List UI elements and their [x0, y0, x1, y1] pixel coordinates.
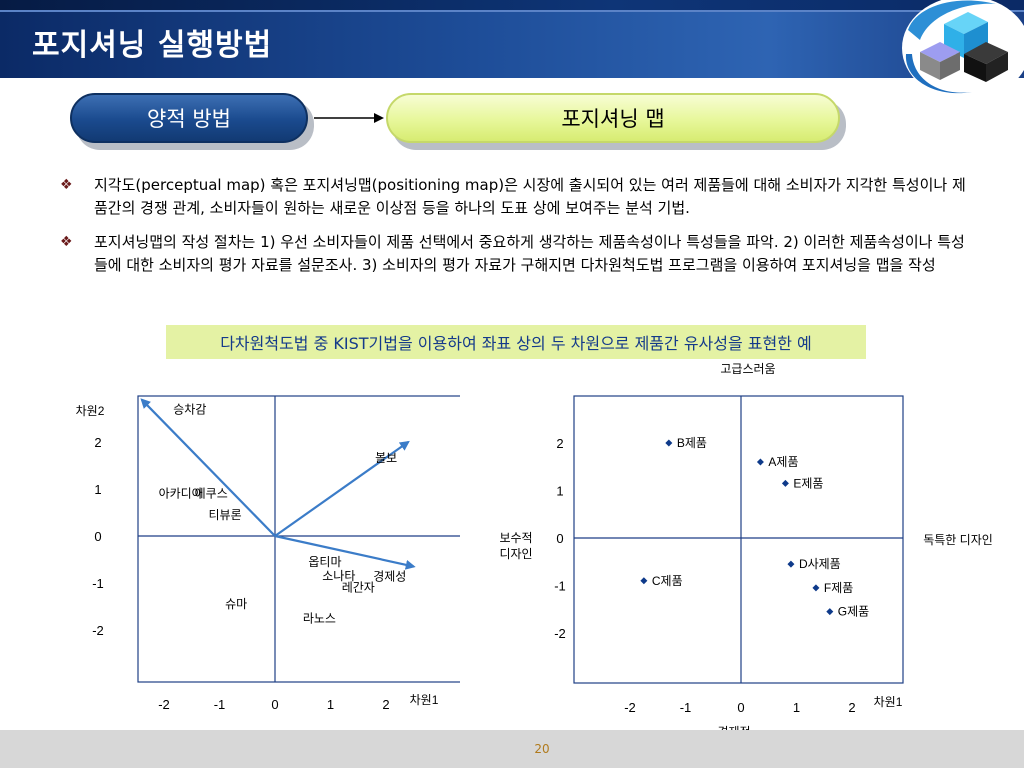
point-label: F제품: [824, 581, 853, 595]
top-axis-label: 고급스러움: [720, 362, 775, 376]
diamond-marker: [787, 560, 795, 568]
page-title: 포지셔닝 실행방법: [32, 28, 273, 63]
point-label: B제품: [677, 436, 707, 450]
x-tick-label: -1: [680, 700, 692, 715]
bullet-text: 포지셔닝맵의 작성 절차는 1) 우선 소비자들이 제품 선택에서 중요하게 생…: [94, 233, 965, 274]
x-tick-label: 0: [271, 697, 278, 712]
x-axis-title: 차원1: [874, 695, 903, 709]
x-tick-label: 1: [327, 697, 334, 712]
perceptual-map-products: 210-1-2-2-1012차원1고급스러움경제적독특한 디자인보수적디자인B제…: [499, 362, 993, 739]
flow-right-label: 포지셔닝 맵: [386, 93, 840, 143]
x-tick-label: -2: [624, 700, 636, 715]
vector-label: 볼보: [375, 451, 397, 465]
vector-arrow: [274, 534, 416, 570]
point-label: 라노스: [303, 611, 336, 625]
point-label: A제품: [768, 455, 798, 469]
vector-arrow: [140, 398, 276, 537]
left-axis-label: 디자인: [499, 547, 532, 561]
point-label: 옵티마: [308, 555, 341, 569]
vector-label: 경제성: [373, 570, 406, 584]
y-tick-label: 2: [94, 435, 101, 450]
diamond-marker: [665, 439, 673, 447]
point-label: 소나타: [322, 569, 355, 583]
flow-arrow: [314, 113, 384, 123]
vector-arrow: [274, 440, 410, 537]
diamond-bullet-icon: ❖: [60, 234, 73, 250]
y-tick-label: 0: [556, 531, 563, 546]
x-axis-title: 차원1: [410, 693, 439, 707]
y-tick-label: 1: [94, 482, 101, 497]
diamond-bullet-icon: ❖: [60, 177, 73, 193]
point-label: 아카디아: [159, 487, 203, 501]
point-label: 티뷰론: [208, 508, 241, 522]
left-axis-label: 보수적: [499, 531, 532, 545]
x-tick-label: 1: [793, 700, 800, 715]
x-tick-label: 2: [848, 700, 855, 715]
x-tick-label: -2: [158, 697, 170, 712]
cube-logo-icon: [902, 0, 1024, 100]
example-banner: 다차원척도법 중 KIST기법을 이용하여 좌표 상의 두 차원으로 제품간 유…: [166, 325, 866, 359]
y-tick-label: -1: [554, 579, 566, 594]
x-tick-label: -1: [214, 697, 226, 712]
point-label: C제품: [652, 574, 683, 588]
y-tick-label: -2: [554, 626, 566, 641]
diamond-marker: [812, 584, 820, 592]
y-axis-title: 차원2: [76, 404, 105, 418]
vector-label: 승차감: [173, 403, 206, 417]
flow-left-label: 양적 방법: [70, 93, 308, 143]
plot-frame: [137, 395, 460, 683]
x-tick-label: 0: [737, 700, 744, 715]
y-tick-label: -2: [92, 623, 104, 638]
title-bar: [0, 0, 1024, 78]
y-tick-label: 1: [556, 484, 563, 499]
diamond-marker: [781, 479, 789, 487]
y-tick-label: 2: [556, 436, 563, 451]
right-axis-label: 독특한 디자인: [923, 533, 993, 547]
point-label: E제품: [793, 476, 823, 490]
point-label: 에쿠스: [195, 487, 228, 501]
point-label: 슈마: [225, 597, 247, 611]
page-number: 20: [534, 742, 550, 756]
point-label: G제품: [838, 605, 869, 619]
diamond-marker: [640, 577, 648, 585]
x-tick-label: 2: [382, 697, 389, 712]
diamond-marker: [756, 458, 764, 466]
point-label: D사제품: [799, 557, 841, 571]
bullet-text: 지각도(perceptual map) 혹은 포지셔닝맵(positioning…: [94, 176, 966, 217]
plot-frame: [573, 395, 904, 684]
footer-bar: [0, 730, 1024, 768]
diamond-marker: [826, 608, 834, 616]
y-tick-label: 0: [94, 529, 101, 544]
point-label: 레간자: [342, 581, 375, 595]
y-tick-label: -1: [92, 576, 104, 591]
